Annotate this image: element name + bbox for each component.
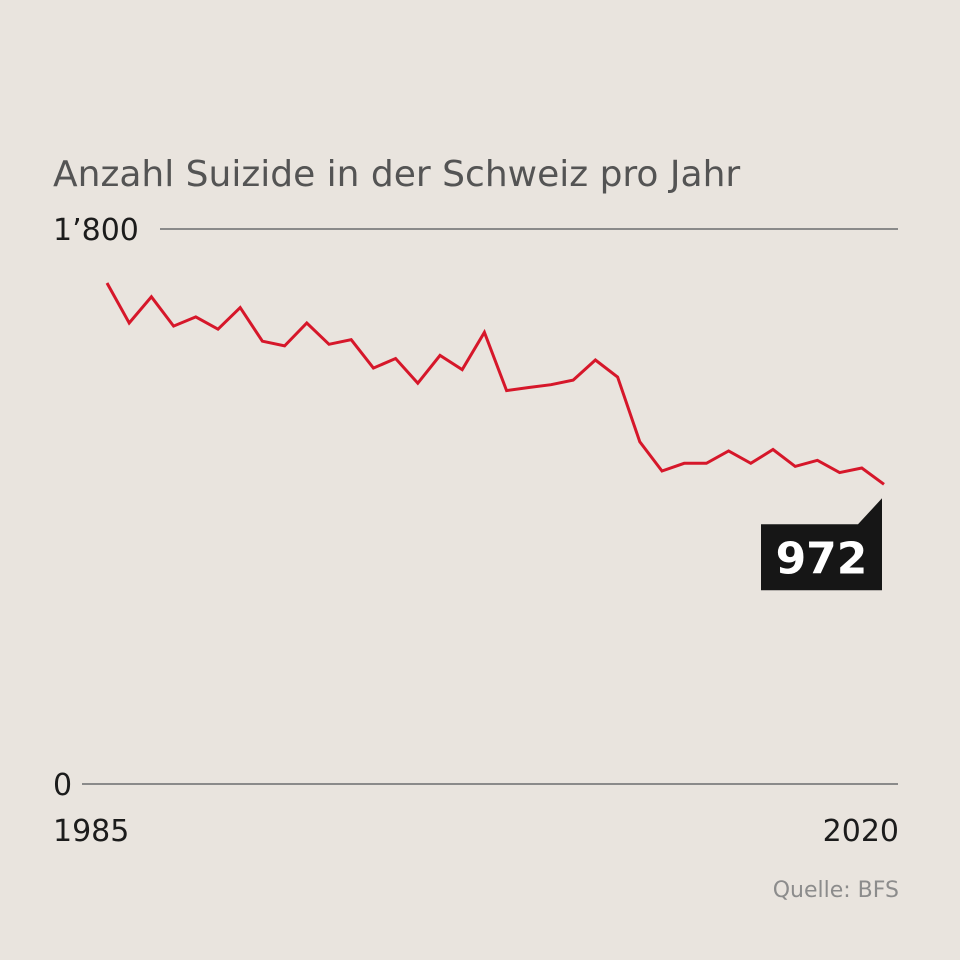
series-line (105, 282, 885, 486)
source-note: Quelle: BFS (773, 878, 899, 903)
x-tick-label-start: 1985 (53, 814, 129, 849)
y-tick-label-max: 1’800 (53, 213, 139, 248)
y-tick-label-zero: 0 (53, 768, 72, 803)
last-value-label-bg (761, 498, 882, 591)
chart-title: Anzahl Suizide in der Schweiz pro Jahr (53, 154, 740, 195)
x-tick-label-end: 2020 (823, 814, 899, 849)
last-value-callout: 972 (761, 498, 882, 591)
last-value-label: 972 (776, 533, 868, 584)
